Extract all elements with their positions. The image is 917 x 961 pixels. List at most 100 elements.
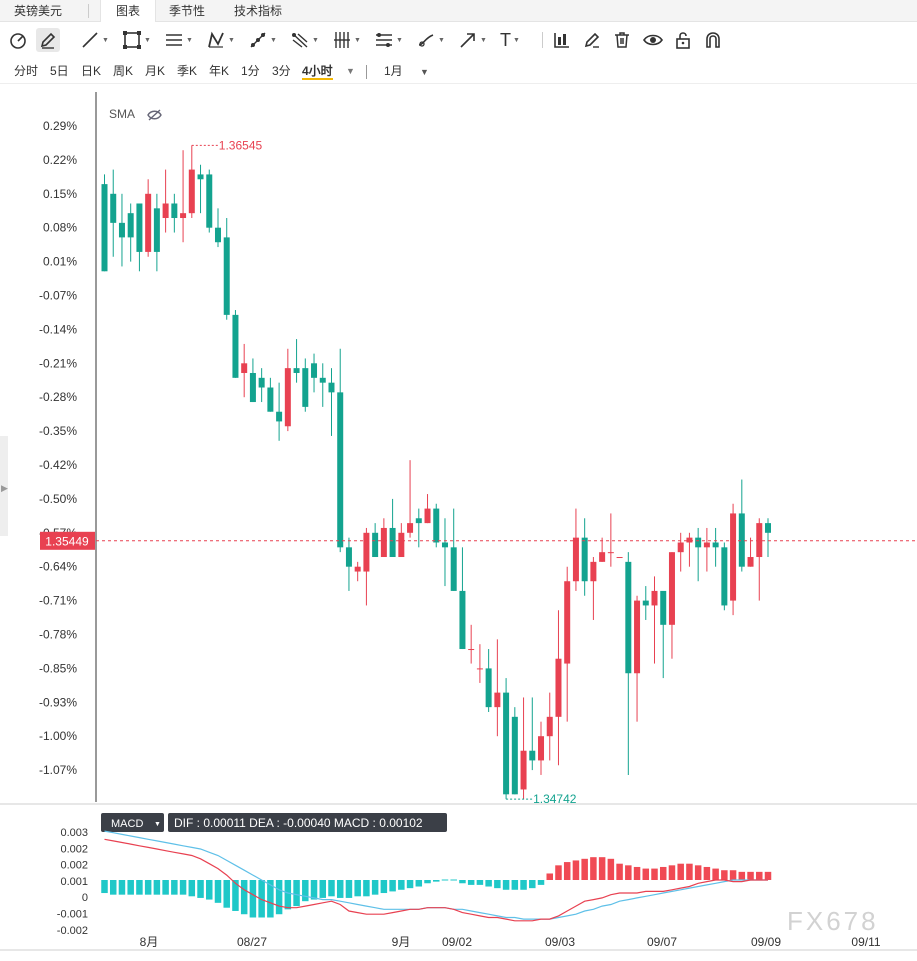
period-week[interactable]: 周K: [113, 64, 134, 78]
macd-hist-bar: [651, 868, 658, 880]
macd-hist-bar: [162, 880, 169, 895]
period-1min[interactable]: 1分: [241, 64, 260, 78]
range-select[interactable]: 1月 ▼: [384, 62, 429, 80]
period-day[interactable]: 日K: [81, 64, 102, 78]
ruler-icon[interactable]: [8, 28, 30, 52]
text-icon[interactable]: T ▼: [500, 29, 520, 50]
period-3min[interactable]: 3分: [272, 64, 291, 78]
macd-hist-bar: [555, 865, 562, 880]
candle-body: [747, 557, 754, 567]
macd-hist-bar: [756, 871, 763, 880]
tab-seasonal[interactable]: 季节性: [169, 4, 206, 18]
macd-hist-bar: [703, 866, 711, 880]
macd-hist-bar: [232, 880, 239, 911]
macd-y-tick: 0.003: [60, 827, 88, 839]
macd-hist-bar: [686, 863, 693, 880]
brush-icon[interactable]: ▼: [416, 28, 445, 52]
parallel-lines-icon[interactable]: ▼: [164, 28, 193, 52]
y-tick-label: -0.14%: [39, 322, 77, 336]
candle-body: [345, 547, 352, 567]
candle-body: [162, 203, 169, 219]
macd-hist-bar: [747, 871, 754, 880]
period-month[interactable]: 月K: [145, 64, 166, 78]
candle-body: [599, 552, 606, 562]
macd-hist-bar: [633, 866, 641, 880]
candle-body: [311, 363, 318, 378]
macd-hist-bar: [389, 880, 396, 892]
candle-body: [258, 377, 265, 388]
candle-body: [555, 658, 562, 717]
macd-hist-bar: [659, 866, 667, 880]
macd-hist-bar: [398, 880, 405, 890]
macd-hist-bar: [371, 880, 379, 895]
macd-hist-bar: [275, 880, 283, 915]
magnet-icon[interactable]: [703, 28, 723, 52]
candle-body: [433, 508, 440, 543]
channel-icon[interactable]: ▼: [374, 28, 403, 52]
tab-bar: 英镑美元 图表 季节性 技术指标: [0, 0, 917, 22]
tab-symbol[interactable]: 英镑美元: [14, 4, 63, 18]
dea-line: [104, 830, 768, 920]
trash-icon[interactable]: [612, 28, 632, 52]
x-tick-label: 09/11: [851, 935, 880, 949]
pencil-icon[interactable]: [36, 28, 60, 52]
candle-body: [511, 716, 518, 795]
eye-icon[interactable]: [642, 28, 664, 52]
price-chart[interactable]: ▶ 0.29% 0.22% 0.15% 0.08% 0.01% -0.07% -0.14% -…: [0, 84, 917, 956]
fib-icon[interactable]: ▼: [248, 28, 277, 52]
period-4hour[interactable]: 4小时: [302, 64, 333, 80]
macd-hist-bar: [197, 880, 204, 898]
last-price-tag: [40, 531, 95, 550]
candle-body: [354, 566, 361, 572]
macd-hist-bar: [607, 858, 615, 880]
macd-hist-bar: [616, 863, 623, 880]
macd-hist-bar: [258, 880, 265, 918]
macd-hist-bar: [336, 880, 344, 898]
macd-hist-bar: [572, 860, 580, 880]
tab-technical[interactable]: 技术指标: [234, 4, 283, 18]
macd-values: DIF : 0.00011 DEA : -0.00040 MACD : 0.00…: [174, 816, 423, 830]
pattern-icon[interactable]: ▼: [206, 28, 235, 52]
tab-chart[interactable]: 图表: [100, 0, 156, 22]
macd-hist-bar: [136, 880, 143, 895]
arrow-icon[interactable]: ▼: [458, 28, 487, 52]
period-quarter[interactable]: 季K: [177, 64, 198, 78]
edit-icon[interactable]: [582, 28, 602, 52]
period-year[interactable]: 年K: [209, 64, 230, 78]
candle-body: [712, 542, 719, 548]
period-intraday[interactable]: 分时: [14, 64, 39, 78]
period-5day[interactable]: 5日: [50, 64, 69, 78]
candle-body: [293, 368, 300, 373]
candle-body: [677, 542, 684, 553]
y-tick-label: 0.15%: [43, 187, 77, 201]
macd-hist-bar: [729, 870, 737, 880]
candle-body: [101, 184, 108, 272]
line-icon[interactable]: ▼: [80, 28, 109, 52]
candle-body: [756, 523, 763, 558]
y-tick-label: 0.08%: [43, 221, 77, 235]
macd-hist-bar: [502, 880, 510, 890]
macd-hist-bar: [406, 880, 414, 889]
macd-hist-bar: [354, 880, 361, 897]
y-tick-label: -0.28%: [39, 390, 77, 404]
macd-hist-bar: [485, 880, 492, 887]
vertical-lines-icon[interactable]: ▼: [332, 28, 361, 52]
candle-body: [153, 208, 160, 252]
chevron-right-icon: ▶: [1, 483, 8, 493]
x-tick-label: 09/02: [442, 935, 472, 949]
drawing-toolbar: ▼ ▼ ▼ ▼ ▼ ▼ ▼ ▼ ▼ ▼ T ▼: [0, 26, 917, 54]
more-periods-caret[interactable]: ▼: [346, 66, 355, 76]
rectangle-icon[interactable]: ▼: [122, 28, 151, 52]
x-axis: 8月 08/27 9月 09/02 09/03 09/07 09/09 09/11: [140, 935, 881, 949]
gann-icon[interactable]: ▼: [290, 28, 319, 52]
candle-body: [223, 237, 230, 315]
macd-panel: 0.003 0.002 0.002 0.001 0 -0.001 -0.002 MACD ▼ DI…: [57, 813, 772, 937]
y-tick-label: -0.21%: [39, 356, 77, 370]
bar-chart-icon[interactable]: [552, 28, 572, 52]
macd-hist-bar: [267, 880, 274, 918]
macd-hist-bar: [363, 880, 370, 897]
macd-hist-bar: [179, 880, 187, 895]
macd-y-tick: -0.001: [57, 909, 88, 921]
candle-body: [380, 527, 387, 558]
lock-icon[interactable]: [673, 28, 693, 52]
